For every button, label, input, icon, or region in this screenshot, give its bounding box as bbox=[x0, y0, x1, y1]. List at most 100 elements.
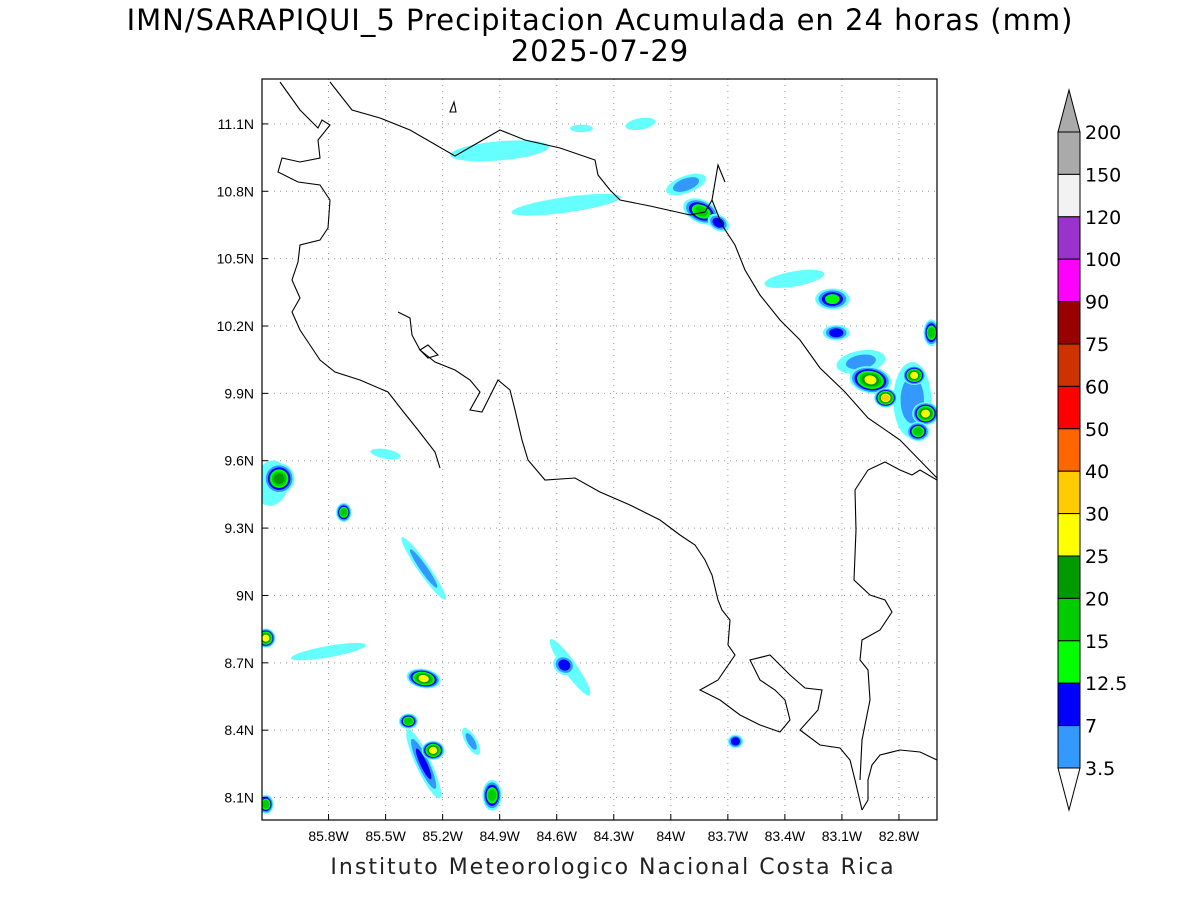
lon-tick-label: 82.8W bbox=[879, 828, 920, 844]
map-date: 2025-07-29 bbox=[510, 34, 690, 68]
colorbar-segment bbox=[1057, 470, 1081, 515]
map-title: IMN/SARAPIQUI_5 Precipitacion Acumulada … bbox=[126, 3, 1074, 37]
lat-tick-label: 10.8N bbox=[217, 183, 254, 199]
lon-tick-label: 85.5W bbox=[365, 828, 406, 844]
precip-cell bbox=[262, 800, 270, 809]
colorbar-segment bbox=[1057, 682, 1081, 727]
colorbar-label: 50 bbox=[1085, 419, 1109, 441]
lat-tick-label: 9.3N bbox=[224, 520, 254, 536]
precip-cell bbox=[672, 177, 700, 192]
colorbar-label: 15 bbox=[1085, 631, 1109, 653]
colorbar-arrow-bottom bbox=[1057, 767, 1081, 812]
colorbar-arrow-top bbox=[1057, 88, 1081, 133]
colorbar-label: 90 bbox=[1085, 292, 1109, 314]
nicaragua-island bbox=[449, 100, 457, 113]
colorbar-segment bbox=[1057, 385, 1081, 430]
lat-tick-label: 9.9N bbox=[224, 385, 254, 401]
colorbar-label: 75 bbox=[1085, 334, 1109, 356]
precip-cell bbox=[881, 394, 890, 402]
colorbar-label: 25 bbox=[1085, 546, 1109, 568]
lake-nicaragua-shore bbox=[277, 81, 441, 469]
colorbar-segment bbox=[1057, 597, 1081, 642]
precip-streak bbox=[370, 448, 401, 460]
lat-tick-label: 10.2N bbox=[217, 318, 254, 334]
lon-tick-label: 84.9W bbox=[479, 828, 520, 844]
precip-cell bbox=[712, 217, 725, 228]
precip-cell bbox=[262, 634, 270, 642]
colorbar-segment bbox=[1057, 258, 1081, 303]
colorbar-label: 3.5 bbox=[1085, 758, 1115, 780]
precip-cell bbox=[418, 674, 429, 683]
lat-tick-label: 10.5N bbox=[217, 251, 254, 267]
longitude-ticks: 85.8W 85.5W 85.2W 84.9W 84.6W 84.3W 84W 83.7W 83… bbox=[308, 814, 920, 844]
colorbar-segment bbox=[1057, 725, 1081, 769]
precip-cell bbox=[511, 193, 621, 216]
precip-cell bbox=[913, 427, 923, 436]
lat-tick-label: 8.7N bbox=[224, 655, 254, 671]
nicaragua-border bbox=[329, 81, 726, 216]
precip-cell bbox=[910, 371, 919, 380]
precip-cell bbox=[340, 508, 348, 517]
colorbar-label: 7 bbox=[1085, 716, 1097, 738]
precip-streak bbox=[291, 642, 367, 661]
lon-tick-label: 83.4W bbox=[765, 828, 806, 844]
lon-tick-label: 83.7W bbox=[708, 828, 749, 844]
colorbar-segment bbox=[1057, 131, 1081, 175]
colorbar-segment bbox=[1057, 301, 1081, 345]
lat-tick-label: 9.6N bbox=[224, 453, 254, 469]
map-frame bbox=[261, 78, 938, 821]
lat-tick-label: 9N bbox=[236, 587, 254, 603]
precip-streak bbox=[625, 117, 656, 131]
precip-streak bbox=[409, 549, 438, 588]
colorbar-label: 100 bbox=[1085, 249, 1121, 271]
precip-cell bbox=[927, 327, 935, 338]
panama-border bbox=[861, 749, 937, 811]
precip-cell bbox=[730, 737, 740, 746]
lon-tick-label: 83.1W bbox=[822, 828, 863, 844]
precip-streak bbox=[465, 733, 477, 750]
gulf-island bbox=[419, 344, 440, 359]
colorbar-segment bbox=[1057, 555, 1081, 599]
precip-cell bbox=[450, 140, 550, 162]
colorbar-segment bbox=[1057, 640, 1081, 684]
colorbar-label: 200 bbox=[1085, 122, 1121, 144]
lat-tick-label: 8.1N bbox=[224, 790, 254, 806]
colorbar-label: 30 bbox=[1085, 504, 1109, 526]
lat-tick-label: 11.1N bbox=[218, 116, 254, 132]
precip-cell bbox=[429, 746, 438, 754]
precip-cell bbox=[694, 206, 708, 217]
coastline-and-borders bbox=[277, 81, 937, 811]
panama-border-south bbox=[853, 489, 893, 781]
lon-tick-label: 84.6W bbox=[536, 828, 577, 844]
precip-streak bbox=[845, 354, 876, 370]
lat-tick-label: 8.4N bbox=[224, 722, 254, 738]
precip-streak bbox=[570, 124, 593, 133]
lon-tick-label: 84W bbox=[656, 828, 686, 844]
precip-cell bbox=[273, 473, 285, 484]
footer-credit: Instituto Meteorologico Nacional Costa R… bbox=[330, 855, 896, 880]
precip-streak bbox=[415, 748, 432, 780]
precip-cell bbox=[829, 328, 844, 338]
precip-cell bbox=[825, 294, 840, 305]
precip-cell bbox=[558, 659, 571, 671]
colorbar-label: 120 bbox=[1085, 207, 1121, 229]
precip-streak bbox=[764, 269, 825, 289]
precip-cell bbox=[487, 789, 497, 802]
latitude-ticks: 8.1N 8.4N 8.7N 9N 9.3N 9.6N 9.9N 10.2N 10.5N 10.8… bbox=[217, 116, 268, 806]
lon-tick-label: 85.8W bbox=[308, 828, 349, 844]
colorbar-label: 60 bbox=[1085, 376, 1109, 398]
colorbar-label: 150 bbox=[1085, 164, 1121, 186]
caribbean-coast bbox=[711, 199, 937, 479]
map-grid bbox=[262, 79, 937, 820]
precipitation-field bbox=[262, 117, 937, 814]
colorbar-segment bbox=[1057, 428, 1081, 472]
colorbar-label: 40 bbox=[1085, 461, 1109, 483]
colorbar-segment bbox=[1057, 513, 1081, 557]
precip-cell bbox=[864, 375, 877, 385]
osa-peninsula bbox=[854, 461, 937, 491]
colorbar-label: 12.5 bbox=[1085, 673, 1127, 695]
lon-tick-label: 85.2W bbox=[422, 828, 463, 844]
lon-tick-label: 84.3W bbox=[594, 828, 635, 844]
colorbar-segment bbox=[1057, 343, 1081, 387]
nicoya-peninsula bbox=[397, 311, 863, 811]
